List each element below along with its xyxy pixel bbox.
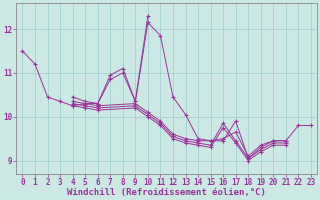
X-axis label: Windchill (Refroidissement éolien,°C): Windchill (Refroidissement éolien,°C)	[67, 188, 266, 197]
